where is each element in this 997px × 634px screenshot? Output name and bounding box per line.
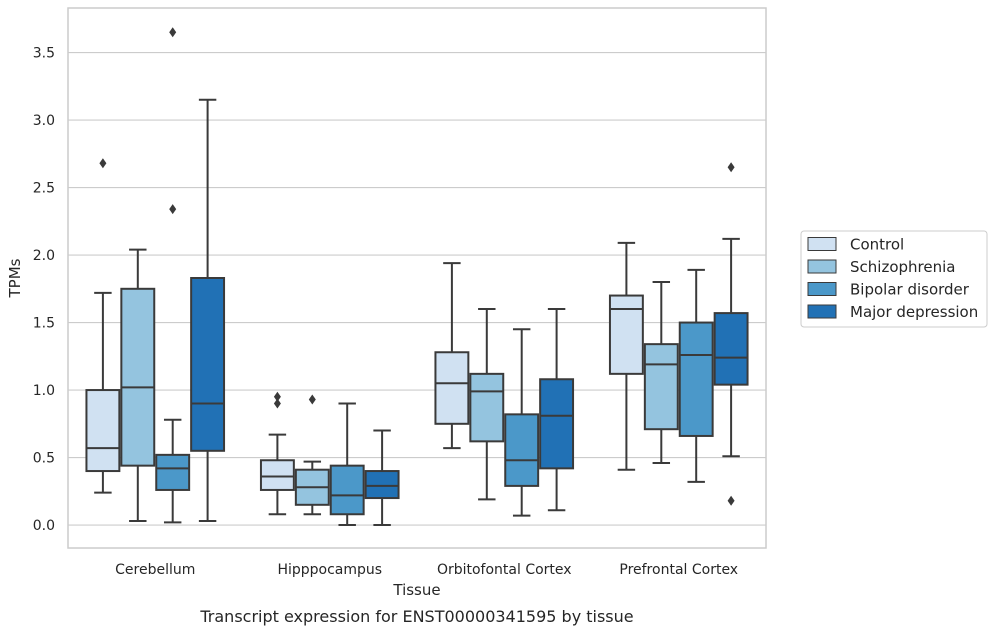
outlier-marker bbox=[169, 27, 177, 38]
x-tick-label: Hipppocampus bbox=[277, 562, 382, 578]
outlier-marker bbox=[169, 204, 177, 215]
box-body bbox=[643, 343, 679, 431]
legend-frame bbox=[800, 230, 988, 328]
chart-caption: Transcript expression for ENST0000034159… bbox=[199, 607, 633, 626]
x-tick-label: Orbitofontal Cortex bbox=[437, 562, 572, 578]
box-schizophrenia bbox=[469, 308, 505, 501]
legend-swatch bbox=[807, 259, 837, 274]
legend-swatch bbox=[807, 282, 837, 296]
box-body bbox=[678, 321, 714, 437]
box-bipolar-disorder bbox=[678, 268, 714, 483]
outlier-marker bbox=[727, 162, 735, 173]
box-body bbox=[504, 413, 540, 487]
box-major-depression bbox=[539, 308, 575, 512]
x-axis-ticks: Cerebellum Hipppocampus Orbitofontal Corte… bbox=[115, 562, 738, 578]
y-axis-ticks: 0.0 0.5 1.0 1.5 2.0 2.5 3.0 3.5 bbox=[33, 46, 55, 534]
y-tick-label: 1.0 bbox=[33, 383, 55, 399]
y-tick-label: 3.5 bbox=[33, 46, 55, 62]
box-schizophrenia bbox=[643, 281, 679, 464]
plot-frame bbox=[67, 7, 767, 549]
box-body bbox=[539, 378, 575, 470]
box-body bbox=[190, 277, 226, 452]
legend-label: Major depression bbox=[850, 303, 978, 321]
y-tick-label: 1.5 bbox=[33, 316, 55, 332]
box-major-depression bbox=[713, 162, 749, 506]
legend-label: Schizophrenia bbox=[850, 258, 955, 276]
box-body bbox=[329, 464, 365, 516]
box-bipolar-disorder bbox=[329, 402, 365, 527]
y-tick-label: 2.0 bbox=[33, 248, 55, 264]
box-schizophrenia bbox=[120, 248, 156, 522]
outlier-marker bbox=[727, 495, 735, 506]
y-tick-label: 2.5 bbox=[33, 181, 55, 197]
outlier-marker bbox=[273, 398, 281, 409]
y-tick-label: 0.5 bbox=[33, 451, 55, 467]
box-major-depression bbox=[364, 429, 400, 527]
legend-swatch bbox=[807, 304, 837, 319]
box-schizophrenia bbox=[294, 394, 330, 516]
box-body bbox=[85, 389, 121, 473]
box-body bbox=[434, 351, 470, 425]
outlier-marker bbox=[308, 394, 316, 405]
box-bipolar-disorder bbox=[504, 328, 540, 517]
y-axis-label: TPMs bbox=[6, 258, 24, 298]
outlier-marker bbox=[273, 391, 281, 402]
boxes-layer bbox=[85, 27, 749, 527]
legend-label: Control bbox=[850, 236, 904, 254]
x-tick-label: Prefrontal Cortex bbox=[619, 562, 738, 578]
box-control bbox=[85, 158, 121, 494]
box-body bbox=[155, 453, 191, 491]
legend: Control Schizophrenia Bipolar disorder Majo… bbox=[800, 230, 988, 328]
box-body bbox=[469, 372, 505, 443]
box-bipolar-disorder bbox=[155, 27, 191, 524]
x-axis-label: Tissue bbox=[392, 581, 440, 599]
outlier-marker bbox=[99, 158, 107, 169]
legend-label: Bipolar disorder bbox=[850, 281, 970, 299]
box-control bbox=[434, 262, 470, 450]
box-control bbox=[608, 241, 644, 471]
y-tick-label: 0.0 bbox=[33, 518, 55, 534]
y-tick-label: 3.0 bbox=[33, 113, 55, 129]
box-body bbox=[259, 459, 295, 491]
box-body bbox=[713, 312, 749, 386]
box-body bbox=[120, 287, 156, 467]
x-tick-label: Cerebellum bbox=[115, 562, 195, 578]
box-control bbox=[259, 391, 295, 516]
legend-swatch bbox=[807, 237, 837, 251]
box-body bbox=[608, 294, 644, 375]
box-body bbox=[364, 470, 400, 500]
box-major-depression bbox=[190, 98, 226, 522]
